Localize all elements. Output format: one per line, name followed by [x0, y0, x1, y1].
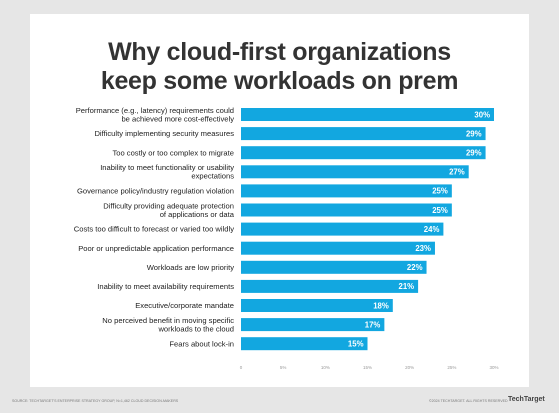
x-tick-label-6: 25% [447, 365, 456, 370]
category-label-6: Difficulty providing adequate protection… [103, 201, 234, 219]
category-label-12: No perceived benefit in moving specific w… [102, 316, 234, 334]
x-tick-label-4: 15% [363, 365, 372, 370]
value-label-8: 23% [415, 244, 431, 253]
bar-13 [241, 337, 368, 351]
category-label-3: Too costly or too complex to migrate [112, 148, 234, 157]
bar-2 [241, 127, 486, 141]
bar-11 [241, 299, 393, 312]
bar-1 [241, 108, 494, 121]
value-label-1: 30% [474, 110, 490, 119]
value-label-2: 29% [466, 129, 482, 138]
brand-logo: TechTarget [508, 396, 545, 403]
bar-8 [241, 241, 435, 255]
category-label-11: Executive/corporate mandate [135, 301, 234, 310]
x-tick-label-5: 20% [405, 365, 414, 370]
bar-4 [241, 165, 469, 179]
bar-5 [241, 184, 452, 198]
category-label-1: Performance (e.g., latency) requirements… [76, 106, 234, 124]
bar-9 [241, 260, 427, 274]
bar-7 [241, 222, 444, 236]
bar-10 [241, 279, 419, 293]
bar-6 [241, 203, 452, 217]
category-label-10: Inability to meet availability requireme… [97, 282, 234, 291]
chart-title: Why cloud-first organizations keep some … [30, 38, 529, 96]
category-label-8: Poor or unpredictable application perfor… [78, 244, 234, 253]
category-label-13: Fears about lock-in [169, 339, 234, 348]
value-label-12: 17% [365, 320, 381, 329]
x-tick-label-2: 5% [280, 365, 287, 370]
copyright-note: ©2024 TECHTARGET. ALL RIGHTS RESERVED [429, 399, 508, 403]
chart-title-line-1: Why cloud-first organizations [108, 38, 451, 66]
category-label-5: Governance policy/industry regulation vi… [77, 187, 234, 196]
category-label-4: Inability to meet functionality or usabi… [100, 163, 234, 181]
x-tick-label-1: 0 [240, 365, 243, 370]
bar-12 [241, 318, 385, 332]
bar-3 [241, 146, 486, 160]
value-label-6: 25% [432, 206, 448, 215]
category-label-7: Costs too difficult to forecast or varie… [74, 225, 234, 234]
category-label-2: Difficulty implementing security measure… [94, 129, 234, 138]
value-label-3: 29% [466, 149, 482, 158]
value-label-4: 27% [449, 168, 465, 177]
source-note: SOURCE: TECHTARGET'S ENTERPRISE STRATEGY… [12, 399, 179, 403]
value-label-10: 21% [398, 282, 414, 291]
value-label-13: 15% [348, 340, 364, 349]
value-label-7: 24% [424, 225, 440, 234]
x-tick-label-3: 10% [321, 365, 330, 370]
x-tick-label-7: 30% [489, 365, 498, 370]
value-label-5: 25% [432, 187, 448, 196]
value-label-9: 22% [407, 263, 423, 272]
category-label-9: Workloads are low priority [147, 263, 234, 272]
chart-title-line-2: keep some workloads on prem [100, 67, 459, 95]
value-label-11: 18% [373, 301, 389, 310]
